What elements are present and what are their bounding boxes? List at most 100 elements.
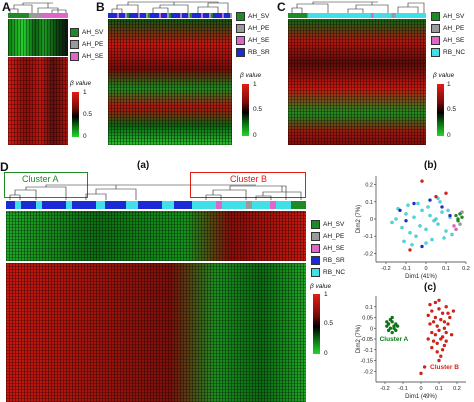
panel-d-legend-item: AH_SV [311, 219, 344, 230]
x-axis-label: Dim1 (49%) [405, 394, 437, 400]
y-axis-label: Dim2 (7%) [356, 205, 362, 233]
data-point [430, 345, 434, 350]
panel-b-scale-tick: 1 [253, 81, 257, 88]
data-point [386, 322, 391, 326]
pca-b-chart: -0.2 -0.1 0 0.1 0.2 0.2 0.1 0 -0.1 -0.2 Dim1 (41%)… [356, 176, 470, 280]
data-point [440, 210, 444, 214]
data-point [385, 324, 389, 328]
panel-d-group-bar [6, 201, 306, 209]
data-point [444, 191, 448, 195]
data-point [437, 298, 441, 303]
y-axis-label: Dim2 (7%) [356, 325, 362, 353]
data-point [438, 200, 442, 204]
data-point [435, 341, 439, 346]
data-point [392, 326, 396, 331]
x-tick-label: -0.2 [381, 266, 390, 272]
legend-label: AH_SE [82, 53, 104, 60]
data-point [440, 348, 445, 352]
legend-swatch [311, 268, 320, 277]
data-point [412, 215, 416, 220]
data-point [432, 218, 436, 223]
panel-d-scale-tick: 0 [324, 350, 328, 357]
data-point [449, 332, 454, 337]
legend-label: AH_SE [323, 245, 345, 252]
data-point [394, 322, 398, 326]
y-tick-label: -0.15 [360, 359, 373, 365]
data-point [394, 217, 398, 221]
data-point [439, 337, 443, 341]
data-point [460, 210, 464, 214]
data-point [388, 317, 393, 322]
data-point [419, 371, 423, 376]
data-point [428, 198, 432, 202]
data-point [420, 179, 424, 183]
panel-c-letter: C [277, 0, 286, 14]
data-point [390, 330, 394, 335]
legend-swatch [236, 36, 245, 45]
y-tick-label: -0.1 [364, 348, 373, 354]
panel-d-heatmap-upper [6, 211, 306, 261]
x-tick-label: 0.1 [435, 386, 443, 392]
data-point [444, 304, 448, 309]
panel-b-dendrogram [111, 1, 229, 13]
data-point [433, 300, 438, 305]
panel-c-heatmap [288, 19, 426, 145]
data-point [435, 324, 439, 328]
legend-label: AH_PE [323, 233, 345, 240]
pca-c-chart: -0.2 -0.1 0 0.1 0.2 0.1 0.05 0 -0.05 -0.1 -0.15 -0.… [356, 296, 466, 400]
data-point [442, 236, 446, 240]
panel-a-letter: A [2, 0, 11, 14]
panel-d-legend-item: RB_SR [311, 255, 345, 266]
data-point [454, 227, 458, 232]
data-point [390, 220, 394, 225]
x-tick-label: -0.1 [398, 386, 407, 392]
data-point [450, 232, 454, 237]
legend-swatch [311, 220, 320, 229]
panel-b-color-scale [242, 84, 249, 136]
legend-label: AH_PE [82, 41, 104, 48]
data-point [426, 205, 430, 209]
data-point [404, 212, 408, 216]
y-tick-label: 0.1 [365, 305, 373, 311]
data-point [414, 234, 418, 238]
data-point [426, 313, 430, 318]
data-point [390, 315, 394, 320]
panel-a-scale-tick: 1 [83, 89, 87, 96]
panel-c-color-scale [437, 84, 444, 136]
data-point [398, 208, 402, 213]
y-tick-label: 0 [370, 326, 373, 332]
panel-d-scale-tick: 0.5 [324, 320, 334, 327]
data-point [430, 309, 434, 313]
panel-b-legend-item: RB_SR [236, 47, 270, 58]
cluster-b-label: Cluster B [230, 174, 268, 184]
legend-label: AH_SE [443, 37, 465, 44]
data-point [454, 213, 458, 218]
data-point [408, 248, 412, 252]
data-point [404, 218, 408, 223]
data-point [431, 339, 436, 343]
data-point [440, 335, 445, 339]
panel-d-dendrogram [9, 184, 302, 200]
legend-swatch [236, 12, 245, 21]
data-point [410, 243, 414, 247]
data-point [436, 222, 440, 226]
x-tick-label: 0.1 [442, 266, 450, 272]
data-point [437, 358, 441, 363]
panel-d-scale-tick: 1 [324, 291, 328, 298]
panel-c-scale-tick: 1 [447, 81, 451, 88]
data-point [406, 203, 410, 207]
x-tick-label: -0.2 [380, 386, 389, 392]
panel-d-color-scale [313, 294, 320, 354]
data-point [444, 229, 448, 233]
data-point [435, 350, 439, 354]
panel-a-scale-tick: 0 [83, 133, 87, 140]
data-point [442, 326, 447, 331]
legend-swatch [236, 24, 245, 33]
cluster-annotation: Cluster B [430, 364, 459, 371]
legend-swatch [431, 48, 440, 57]
data-point [422, 365, 427, 369]
legend-label: AH_PE [443, 25, 465, 32]
legend-swatch [70, 52, 79, 61]
legend-label: RB_SR [248, 49, 270, 56]
data-point [420, 244, 424, 249]
